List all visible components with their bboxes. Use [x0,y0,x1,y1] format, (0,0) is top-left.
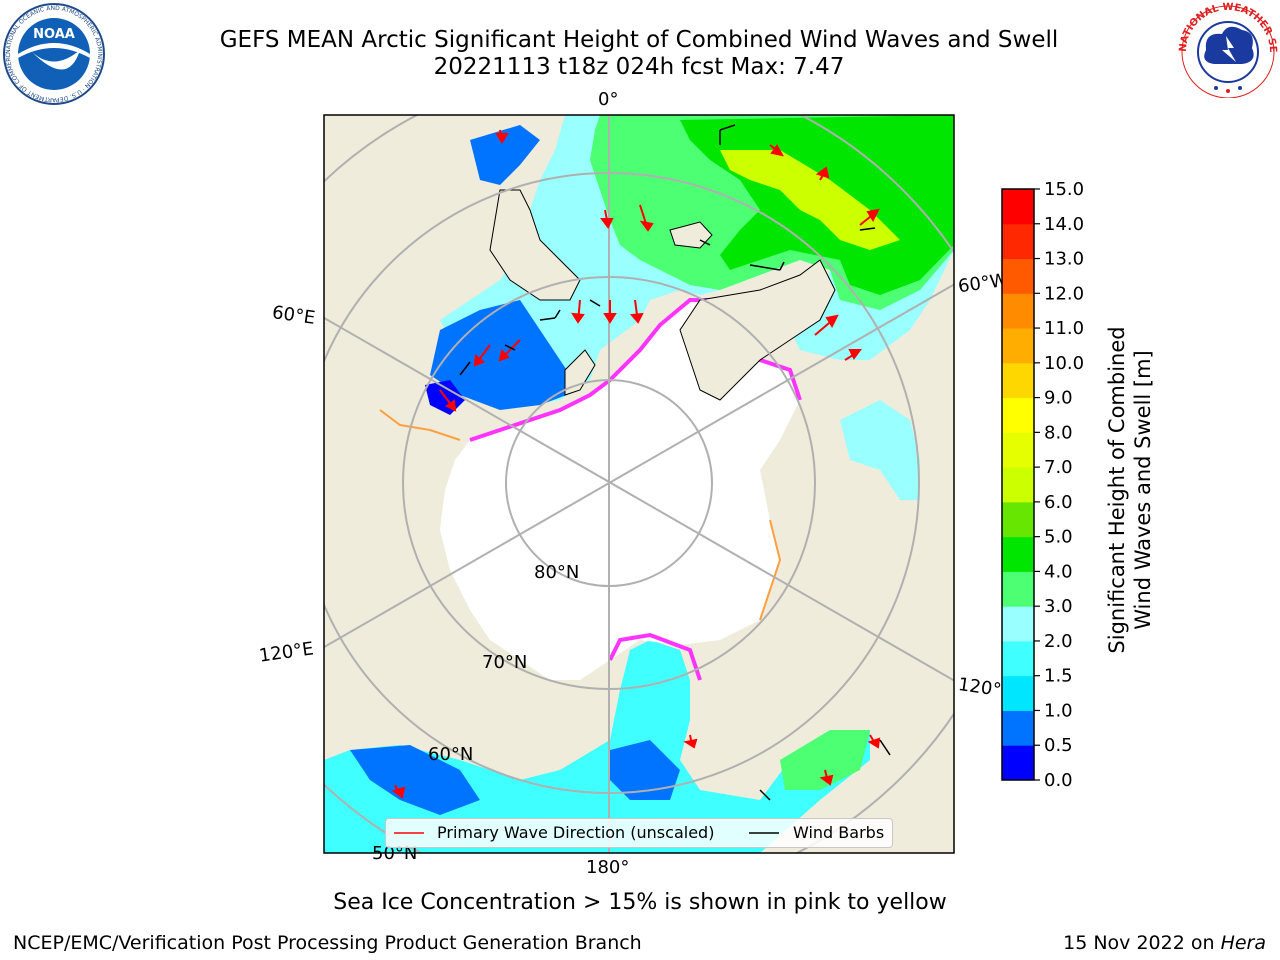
colorbar-tick-label: 1.5 [1044,666,1073,687]
chart-subtitle: 20221113 t18z 024h fcst Max: 7.47 [433,54,845,80]
colorbar-tick-label: 9.0 [1044,388,1073,409]
colorbar-tick-label: 7.0 [1044,457,1073,478]
colorbar-swatch [1002,606,1034,642]
graticule [324,115,954,853]
map-legend: Primary Wave Direction (unscaled) Wind B… [385,818,893,848]
colorbar-swatch [1002,467,1034,503]
colorbar-swatch [1002,432,1034,468]
colorbar-tick-label: 6.0 [1044,492,1073,513]
footer-credit: NCEP/EMC/Verification Post Processing Pr… [13,932,642,954]
wave-region-bering-south-blue [610,740,680,800]
colorbar-tick-label: 1.0 [1044,700,1073,721]
colorbar-tick-label: 0.5 [1044,735,1073,756]
colorbar-swatch [1002,571,1034,607]
footer-host: Hera [1220,932,1266,954]
colorbar-tick-label: 15.0 [1044,180,1084,200]
colorbar-title-line2: Wind Waves and Swell [m] [1131,350,1155,630]
lat-label-50n: 50°N [372,843,418,864]
footer-date: 15 Nov 2022 on Hera [1063,932,1266,954]
colorbar-swatch [1002,397,1034,433]
wind-barbs-swatch [749,832,779,834]
colorbar-tick-label: 10.0 [1044,353,1084,374]
colorbar-tick-label: 0.0 [1044,770,1073,790]
colorbar-swatch [1002,189,1034,225]
colorbar-tick-label: 2.0 [1044,631,1073,652]
wave-region-5to7m [720,150,900,250]
svg-text:NOAA: NOAA [33,27,75,42]
colorbar-tick-label: 5.0 [1044,527,1073,548]
colorbar-tick-label: 11.0 [1044,318,1084,339]
colorbar-swatch [1002,258,1034,294]
colorbar: 0.0 0.5 1.0 1.5 2.0 3.0 4.0 5.0 6.0 7.0 8.0 9.0 10.0… [1001,180,1084,790]
colorbar-tick-label: 3.0 [1044,596,1073,617]
wave-region-bering-blue [350,745,480,815]
colorbar-swatch [1002,293,1034,329]
colorbar-swatch [1002,745,1034,781]
wave-direction-swatch [394,832,424,834]
colorbar-swatch [1002,675,1034,711]
legend-wind-barbs-label: Wind Barbs [793,823,885,842]
greenland [679,259,836,401]
noaa-logo: NATIONAL OCEANIC AND ATMOSPHERIC ADMINIS… [2,2,105,105]
colorbar-tick-label: 8.0 [1044,422,1073,443]
legend-wave-direction-label: Primary Wave Direction (unscaled) [437,823,715,842]
colorbar-title-line1: Significant Height of Combined [1105,326,1129,653]
lat-label-80n: 80°N [534,562,580,583]
colorbar-swatch [1002,223,1034,260]
sea-ice-caption: Sea Ice Concentration > 15% is shown in … [333,890,947,915]
colorbar-title: Significant Height of Combined Wind Wave… [1105,326,1155,653]
colorbar-swatch [1002,328,1034,364]
sea-ice-edge-orange [379,409,782,621]
colorbar-swatch [1002,710,1034,746]
chart-title: GEFS MEAN Arctic Significant Height of C… [219,27,1059,53]
colorbar-tick-label: 4.0 [1044,561,1073,582]
lat-label-60n: 60°N [428,744,474,765]
lon-label-180: 180° [586,857,630,878]
lat-label-70n: 70°N [482,652,528,673]
lon-label-0: 0° [598,89,619,110]
colorbar-tick-label: 12.0 [1044,283,1084,304]
colorbar-tick-label: 14.0 [1044,214,1084,235]
colorbar-swatch [1002,501,1034,538]
ocean-baffin-bay [840,400,920,500]
scandinavia [489,189,581,301]
colorbar-tick-label: 13.0 [1044,249,1084,270]
colorbar-frame [1001,188,1035,781]
nws-logo: NATIONAL WEATHER SERVICE [1176,2,1278,98]
map-frame [323,114,955,854]
colorbar-swatch [1002,536,1034,572]
wave-region-0.5to1m-north [470,125,540,185]
wave-direction-arrows [391,129,881,799]
wind-barbs [459,124,891,801]
wave-region-pacific-green [780,730,870,790]
colorbar-swatch [1002,640,1034,677]
colorbar-swatch [1002,362,1034,399]
